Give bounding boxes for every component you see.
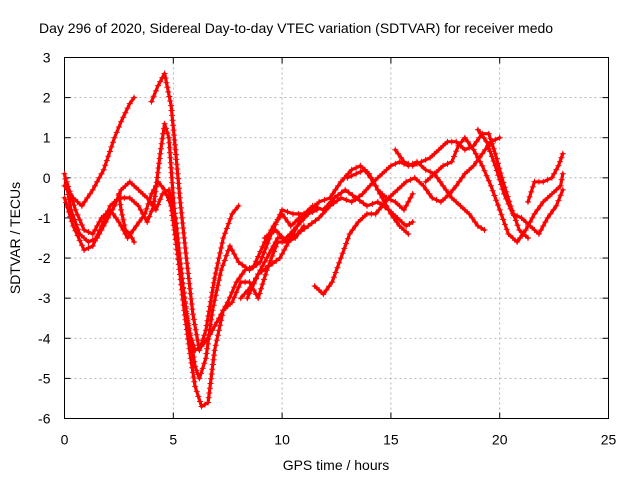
series-markers (61, 170, 320, 354)
series-markers (148, 70, 242, 354)
series-track-13 (422, 134, 566, 245)
series-markers (525, 150, 566, 205)
series-line (62, 172, 319, 352)
x-tick-label: 0 (61, 432, 69, 448)
y-tick-label: -5 (38, 370, 51, 386)
series-markers (311, 134, 503, 298)
x-tick-label: 20 (492, 432, 508, 448)
grid-lines (64, 57, 609, 419)
series-track-14 (474, 126, 566, 237)
series-markers (61, 94, 138, 209)
y-axis-label: SDTVAR / TECUs (7, 182, 23, 294)
series-track-1 (61, 94, 138, 209)
plot-frame (64, 57, 609, 419)
series-track-15 (525, 150, 566, 205)
series-markers (63, 178, 307, 410)
series-markers (474, 126, 566, 237)
x-tick-label: 10 (274, 432, 290, 448)
axis-ticks (64, 57, 609, 419)
series-track-9 (261, 158, 488, 245)
x-tick-label: 5 (169, 432, 177, 448)
x-tick-label: 25 (601, 432, 617, 448)
series-track-10 (311, 134, 503, 298)
series-track-6 (148, 70, 242, 354)
series-track-5 (115, 190, 138, 245)
series-track-3 (61, 170, 320, 354)
x-tick-labels: 0 5 10 15 20 25 (61, 432, 617, 448)
series-track-4 (63, 178, 307, 410)
series-track-12 (392, 130, 531, 241)
y-tick-label: -6 (38, 411, 51, 427)
series-line (424, 136, 565, 244)
y-tick-label: -3 (38, 290, 51, 306)
y-tick-labels: -6 -5 -4 -3 -2 -1 0 1 2 3 (38, 50, 51, 427)
series-markers (115, 190, 138, 245)
series-line (239, 164, 415, 300)
y-tick-label: 0 (43, 170, 51, 186)
data-series (61, 70, 566, 410)
x-tick-label: 15 (383, 432, 399, 448)
y-tick-label: -4 (38, 330, 51, 346)
y-tick-label: 2 (43, 90, 51, 106)
x-axis-label: GPS time / hours (283, 457, 390, 473)
y-tick-label: -2 (38, 250, 51, 266)
y-tick-label: 1 (43, 130, 51, 146)
y-tick-label: 3 (43, 50, 51, 66)
chart-title: Day 296 of 2020, Sidereal Day-to-day VTE… (39, 20, 553, 36)
y-tick-label: -1 (38, 210, 51, 226)
series-markers (422, 134, 566, 245)
series-track-11 (344, 166, 412, 237)
series-markers (344, 166, 412, 237)
